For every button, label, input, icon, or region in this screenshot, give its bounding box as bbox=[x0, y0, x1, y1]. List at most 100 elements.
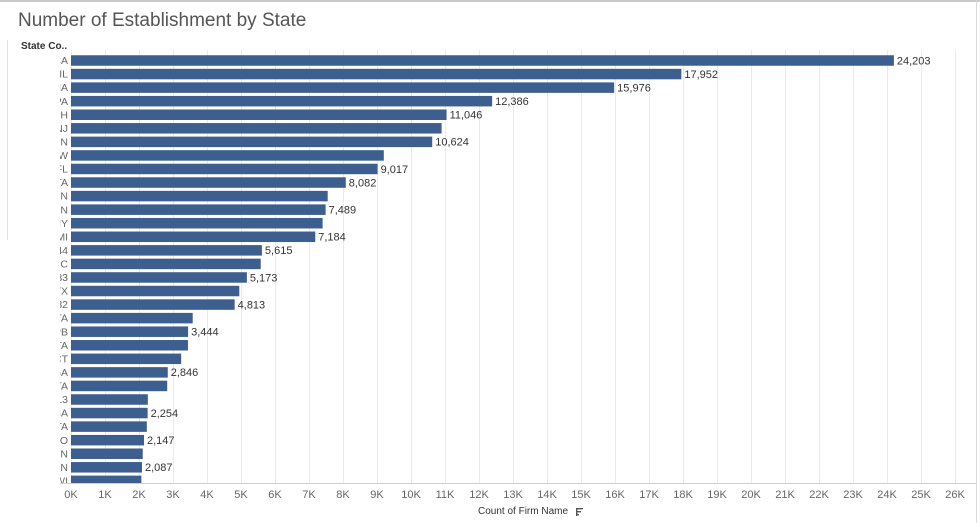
category-label[interactable]: PK-NOTA bbox=[22, 381, 68, 393]
category-label[interactable]: CT bbox=[54, 353, 69, 365]
x-tick-label: 7K bbox=[302, 489, 316, 501]
category-label[interactable]: PA bbox=[55, 96, 68, 108]
x-tick-label: 25K bbox=[911, 489, 931, 501]
bar-tn[interactable] bbox=[71, 190, 328, 202]
data-label: 9,017 bbox=[381, 164, 409, 176]
category-label[interactable]: CO bbox=[52, 435, 68, 447]
x-tick-label: 14K bbox=[537, 489, 557, 501]
category-label[interactable]: CA bbox=[53, 55, 68, 67]
data-label: 17,952 bbox=[684, 69, 718, 81]
category-label[interactable]: JP-13 bbox=[41, 394, 69, 406]
bar-fl[interactable] bbox=[71, 163, 378, 175]
bar-wi[interactable] bbox=[71, 475, 142, 487]
bar-pk-nota[interactable] bbox=[71, 380, 168, 392]
x-tick-label: 9K bbox=[370, 489, 384, 501]
bar-hk-na[interactable] bbox=[71, 407, 148, 419]
category-label[interactable]: FL bbox=[56, 164, 68, 176]
category-label[interactable]: TW-NOTA bbox=[20, 421, 68, 433]
category-label[interactable]: MI bbox=[56, 231, 68, 243]
data-label: 2,846 bbox=[171, 367, 199, 379]
bar-nc[interactable] bbox=[71, 258, 261, 270]
x-tick-label: 0K bbox=[64, 489, 78, 501]
x-tick-label: 17K bbox=[639, 489, 659, 501]
data-label: 24,203 bbox=[897, 55, 931, 67]
bar-mn[interactable] bbox=[71, 136, 433, 148]
bars: CA 24,203 IL 17,952 MA 15,976 PA 12,386 OH 11,046… bbox=[20, 55, 931, 487]
category-label[interactable]: NJ bbox=[55, 123, 68, 135]
category-label[interactable]: PK-PB bbox=[36, 326, 68, 338]
sort-descending-icon[interactable] bbox=[576, 508, 583, 516]
bar-cn-32[interactable] bbox=[71, 299, 235, 310]
category-label[interactable]: DE-BW bbox=[33, 150, 68, 162]
x-tick-label: 1K bbox=[98, 489, 112, 501]
category-label[interactable]: HK-NA bbox=[35, 408, 68, 420]
x-tick-label: 11K bbox=[436, 489, 455, 501]
bar-cn-33[interactable] bbox=[71, 272, 247, 283]
bar-ny[interactable] bbox=[71, 217, 323, 229]
x-tick-label: 6K bbox=[268, 489, 282, 501]
bar-cn-nota[interactable] bbox=[71, 312, 193, 324]
bar-gb-nota[interactable] bbox=[71, 340, 188, 351]
data-label: 7,489 bbox=[329, 204, 357, 216]
category-label[interactable]: CN-44 bbox=[38, 245, 69, 257]
bar-ct[interactable] bbox=[71, 353, 182, 365]
x-tick-label: 13K bbox=[503, 489, 523, 501]
data-label: 8,082 bbox=[349, 177, 377, 189]
data-label: 7,184 bbox=[318, 232, 346, 244]
x-tick-label: 23K bbox=[843, 489, 863, 501]
x-tick-label: 20K bbox=[741, 489, 761, 501]
data-label: 10,624 bbox=[435, 137, 469, 149]
data-label: 2,087 bbox=[145, 462, 173, 474]
category-label[interactable]: MN bbox=[52, 136, 68, 148]
bar-oh[interactable] bbox=[71, 109, 447, 120]
category-label[interactable]: TX bbox=[55, 286, 68, 298]
category-label[interactable]: GB-NOTA bbox=[21, 340, 68, 352]
bar-nj[interactable] bbox=[71, 123, 442, 134]
category-label[interactable]: CA-ON bbox=[34, 462, 68, 474]
x-tick-label: 3K bbox=[166, 489, 180, 501]
category-label[interactable]: OH bbox=[52, 109, 68, 121]
chart-title: Number of Establishment by State bbox=[18, 10, 307, 31]
category-label[interactable]: IL bbox=[59, 69, 68, 81]
x-tick-label: 26K bbox=[945, 489, 965, 501]
category-label[interactable]: CN-NOTA bbox=[21, 313, 68, 325]
bar-il[interactable] bbox=[71, 68, 682, 80]
window-right-border bbox=[976, 0, 977, 523]
bar-ga[interactable] bbox=[71, 367, 168, 378]
bar-mi[interactable] bbox=[71, 231, 316, 243]
category-label[interactable]: CN-32 bbox=[38, 299, 69, 311]
category-label[interactable]: DE-NOTA bbox=[22, 177, 68, 189]
bar-pa[interactable] bbox=[71, 95, 493, 107]
data-label: 4,813 bbox=[238, 299, 266, 311]
bar-cn-44[interactable] bbox=[71, 245, 262, 256]
category-label[interactable]: IN bbox=[58, 204, 69, 216]
bar-de-bw[interactable] bbox=[71, 150, 384, 161]
data-label: 5,615 bbox=[265, 245, 293, 257]
category-label[interactable]: TN bbox=[54, 191, 68, 203]
bar-ca-on[interactable] bbox=[71, 462, 142, 473]
category-label[interactable]: IN-TN bbox=[40, 448, 68, 460]
bar-tx[interactable] bbox=[71, 285, 240, 297]
bar-ca[interactable] bbox=[71, 55, 894, 66]
left-panel-edge bbox=[0, 40, 8, 240]
category-label[interactable]: GA bbox=[53, 367, 68, 379]
bar-in-tn[interactable] bbox=[71, 448, 143, 459]
bar-tw-nota[interactable] bbox=[71, 421, 147, 432]
x-axis-title[interactable]: Count of Firm Name bbox=[478, 506, 569, 517]
category-label[interactable]: MA bbox=[52, 82, 68, 94]
column-header-state-code[interactable]: State Co.. bbox=[21, 41, 68, 52]
category-label[interactable]: WI bbox=[55, 475, 68, 487]
bar-in[interactable] bbox=[71, 204, 326, 215]
category-label[interactable]: NY bbox=[53, 218, 68, 230]
bar-jp-13[interactable] bbox=[71, 394, 148, 405]
window-top-border bbox=[0, 0, 980, 2]
data-label: 2,147 bbox=[147, 435, 175, 447]
category-label[interactable]: CN-33 bbox=[38, 272, 69, 284]
bar-ma[interactable] bbox=[71, 82, 615, 93]
bar-pk-pb[interactable] bbox=[71, 326, 189, 337]
x-tick-label: 5K bbox=[234, 489, 248, 501]
bar-de-nota[interactable] bbox=[71, 177, 346, 188]
category-label[interactable]: NC bbox=[53, 259, 69, 271]
bar-co[interactable] bbox=[71, 434, 144, 446]
